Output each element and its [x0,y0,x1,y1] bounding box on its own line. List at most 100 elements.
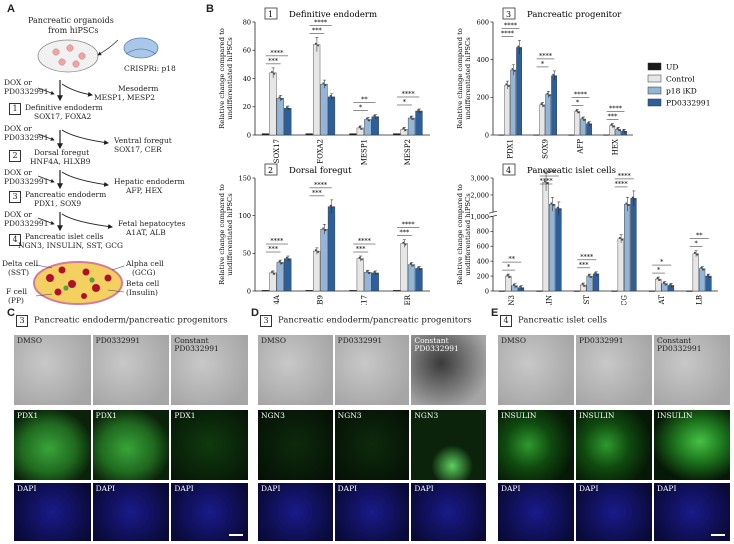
data-point [332,206,334,209]
micro-image: PD0332991 [576,335,652,405]
data-point [285,256,288,259]
chart-3-xtick-label: PDX1 [507,139,515,159]
significance-label: ** [509,255,516,263]
chart-3-xtick-label: SOX9 [542,139,550,159]
schematic-title-line2: from hiPSCs [48,26,99,35]
chart-1-ytick-label: 80 [243,18,251,26]
data-point [618,129,621,132]
data-point [409,262,412,265]
bar [621,131,628,136]
data-point [515,285,518,288]
micro-caption: PDX1 [95,411,117,420]
data-point [373,271,376,273]
micro-image: DAPI [334,483,410,541]
significance-label: * [657,266,661,274]
chart-2-xtick-label: HNF4A [273,294,281,305]
data-point [288,258,291,261]
micro-image: INSULIN [576,410,652,480]
chart-1-xtick-label: SOX17 [273,139,281,163]
significance-label: * [694,240,698,248]
data-point [625,202,628,205]
significance-label: ** [361,96,368,104]
significance-label: **** [543,169,557,177]
bar [699,268,706,292]
bar [261,290,270,292]
chart-3-badge-text: 3 [506,10,511,19]
treat-label-4b: PD0332991 [4,219,49,228]
bar [609,125,616,136]
bar [349,133,357,136]
data-point [280,98,283,101]
micro-caption: DAPI [95,484,116,493]
bar [516,47,523,136]
significance-label: *** [268,57,279,65]
data-point [506,274,509,276]
data-point [278,260,281,263]
micro-caption: Constant PD0332991 [657,336,702,353]
data-point [631,196,634,199]
significance-label: * [359,104,363,112]
data-point [511,68,514,70]
micro-image: NGN3 [411,410,486,480]
bar [312,44,321,136]
bar [692,253,699,292]
data-point [519,47,522,50]
data-point [656,277,659,279]
f-cell-label: F cell [6,287,28,296]
data-point [375,116,378,119]
schematic-title-line1: Pancreatic organoids [28,16,114,25]
data-point [612,125,615,128]
micro-caption: DMSO [501,336,526,345]
chart-4-badge-text: 4 [506,166,511,175]
treat-label-3: DOX or [4,168,32,177]
data-point [610,123,613,126]
data-point [587,121,590,124]
bar [536,290,543,292]
micro-title: Pancreatic islet cells [518,315,607,326]
bar [580,284,587,292]
data-point [402,127,405,130]
bar [511,285,518,292]
stage-3-name: Pancreatic endoderm [25,190,107,199]
significance-label: **** [501,29,515,37]
data-point [402,241,405,244]
significance-label: **** [618,172,632,180]
bar [542,182,549,292]
micro-image: DAPI [654,483,730,541]
treat-label-4: DOX or [4,210,32,219]
data-point [519,285,522,288]
chart-3-ytick-label: 600 [477,18,489,26]
micro-image: PD0332991 [334,335,410,405]
bar [400,129,408,136]
significance-label: **** [358,237,372,245]
chart-2-badge-text: 2 [268,166,273,175]
chart-1-xtick-label: MESP1 [360,139,368,165]
micro-caption: PD0332991 [579,336,624,345]
chart-4-ytick-label: 800 [477,228,489,236]
data-point [404,243,407,246]
bar [407,264,416,292]
culture-dish-icon [37,39,99,73]
data-point [404,129,407,132]
micro-caption: DAPI [174,484,194,493]
bar [415,110,423,136]
micro-stage-badge: 3 [16,314,28,327]
chart-2-ytick-label: 50 [243,250,251,258]
panel-label-c: C [7,307,15,319]
chart-3-ylabel-line2: undifferentiated hiPSCs [464,37,472,120]
bar [617,238,624,292]
chart-1-ytick-label: 0 [247,131,251,139]
data-point [329,94,332,97]
micro-header-1: 3 Pancreatic endoderm/pancreatic progenit… [16,310,228,329]
bar [312,250,321,292]
bar [269,72,277,136]
stage-3-markers: PDX1, SOX9 [34,199,82,208]
data-point [280,262,283,265]
data-point [419,111,422,113]
alpha-cell-sub: (GCG) [132,268,156,277]
data-point [575,109,578,112]
chart-3-ylabel-line1: Relative change compared to [456,28,464,129]
data-point [624,131,627,134]
data-point [587,274,590,276]
